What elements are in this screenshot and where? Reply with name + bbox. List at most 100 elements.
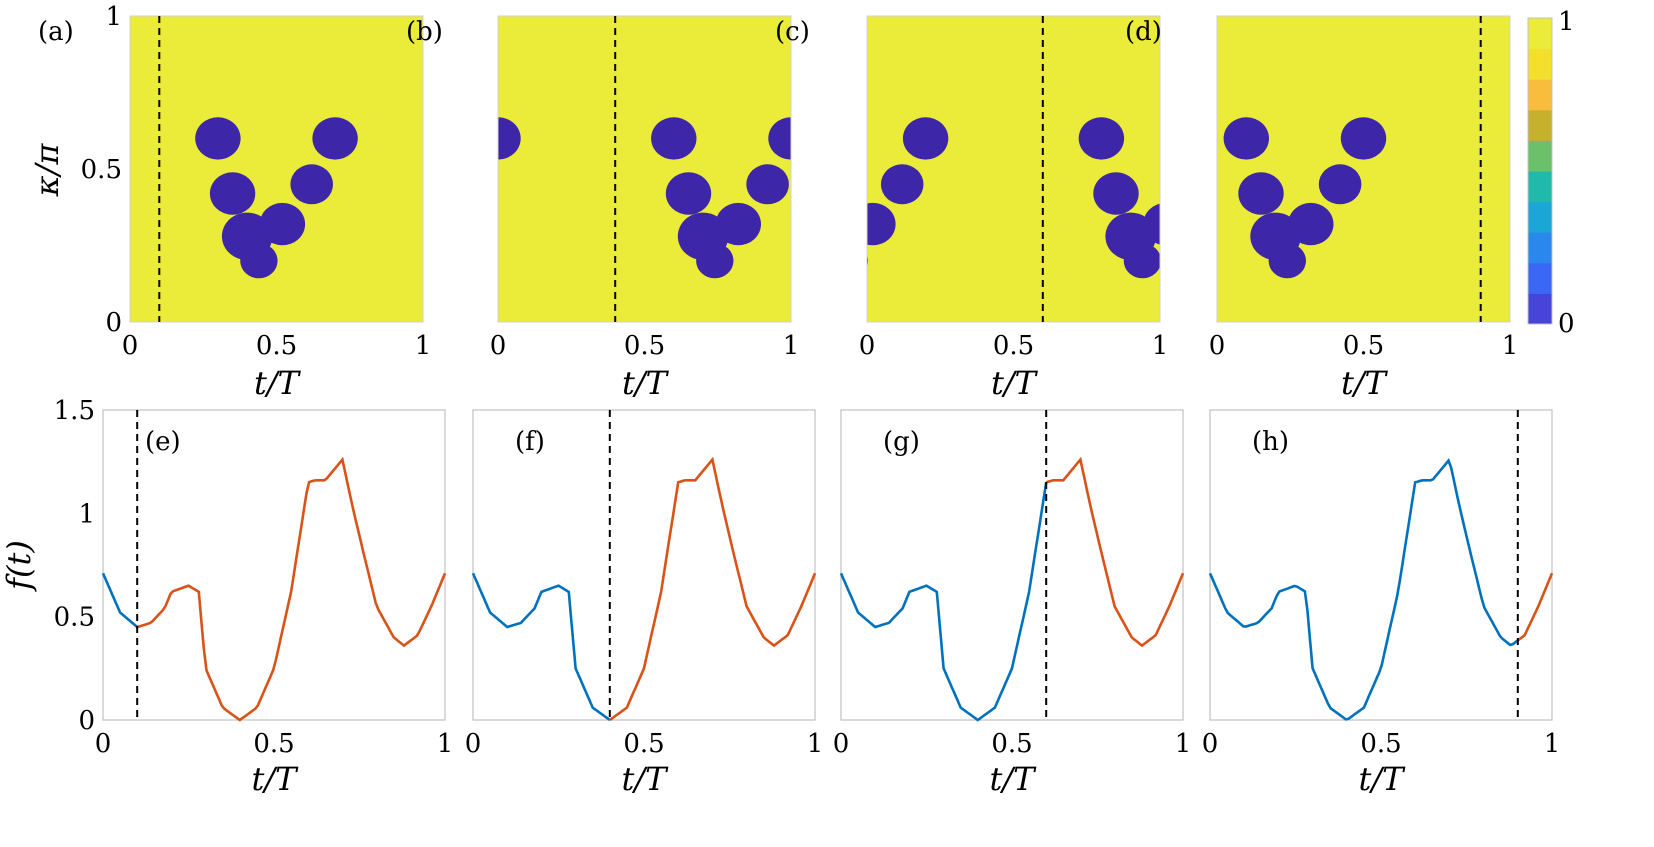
contour-band	[1589, 210, 1618, 237]
contour-band	[805, 177, 841, 211]
contour-band	[240, 243, 278, 279]
contour-band	[1563, 245, 1597, 277]
x-tick-label: 0	[833, 729, 850, 759]
contour-band	[0, 204, 11, 245]
panel-label: (b)	[406, 17, 443, 47]
contour-band	[802, 174, 844, 213]
contour-band	[431, 210, 460, 237]
contour-band	[1549, 218, 1588, 254]
contour-band	[786, 117, 831, 159]
contour-band	[0, 210, 4, 237]
x-tick-label: 0	[95, 729, 112, 759]
contour-band	[787, 118, 831, 159]
x-tick-label: 0	[490, 331, 507, 361]
panel-label: (f)	[515, 427, 545, 457]
x-axis-label: t/T	[1359, 760, 1407, 798]
contour-band	[665, 172, 712, 215]
colorbar-segment	[1528, 79, 1552, 111]
x-tick-label: 0.5	[993, 331, 1034, 361]
contour-band	[1586, 207, 1622, 241]
contour-band	[1176, 167, 1214, 202]
x-axis-label: t/T	[990, 760, 1038, 798]
contour-band	[1588, 210, 1619, 239]
heatmap-panels: (a) 0 0.5 1 t/T (b) 0 0.5 1 t/T (c) 0 0.5 1 t/T (d) 0 0.5…	[0, 2, 1654, 402]
line-panel-g: (g) 0 0.5 1 t/T	[833, 409, 1191, 798]
contour-band	[457, 168, 493, 202]
contour-band	[1177, 168, 1213, 202]
line-y-axis: 0 0.5 1 1.5 f(t)	[0, 396, 95, 736]
colorbar-segment	[1528, 171, 1552, 203]
contour-band	[834, 246, 865, 275]
contour-band	[808, 180, 837, 207]
panel-label: (g)	[883, 427, 920, 457]
x-tick-label: 0	[1202, 729, 1219, 759]
series-after-cut	[1517, 572, 1554, 642]
contour-band	[1547, 216, 1590, 256]
contour-band	[1180, 170, 1211, 199]
contour-band	[1223, 117, 1270, 160]
contour-band	[1581, 203, 1626, 245]
contour-band	[806, 177, 841, 209]
contour-band	[0, 205, 10, 244]
heatmap-frame	[1216, 15, 1511, 323]
x-axis-label: t/T	[252, 760, 300, 798]
x-tick-label: 1	[1544, 729, 1561, 759]
contour-band	[1639, 122, 1654, 154]
contour-band	[1637, 120, 1654, 157]
contour-band	[1546, 215, 1591, 257]
contour-band	[1143, 203, 1160, 245]
contour-band	[1643, 126, 1654, 152]
y-tick-label: 0.5	[81, 155, 122, 185]
contour-band	[290, 164, 334, 205]
x-axis-label: t/T	[622, 760, 670, 798]
contour-band	[867, 257, 868, 264]
x-tick-label: 0.5	[623, 729, 664, 759]
contour-band	[1618, 170, 1649, 199]
series-before-cut	[471, 572, 611, 722]
y-axis-label: κ/π	[28, 143, 66, 198]
contour-band	[1614, 167, 1652, 202]
x-tick-label: 0.5	[991, 729, 1032, 759]
contour-band	[259, 202, 306, 246]
contour-band	[1093, 172, 1139, 215]
heatmap-panel-c: (c) 0 0.5 1 t/T	[775, 15, 1215, 402]
contour-band	[812, 213, 863, 260]
contour-band	[1564, 245, 1597, 276]
x-tick-label: 1	[415, 331, 432, 361]
contour-band	[1617, 169, 1650, 199]
contour-band	[427, 207, 463, 241]
y-tick-label: 1	[105, 2, 122, 32]
contour-band	[902, 117, 949, 160]
contour-band	[458, 169, 491, 199]
contour-band	[833, 245, 866, 276]
contour-band	[867, 202, 896, 246]
contour-band	[1585, 206, 1623, 242]
contour-band	[1569, 250, 1592, 271]
contour-band	[1638, 121, 1654, 155]
contour-band	[1318, 164, 1362, 205]
y-tick-label: 1.5	[54, 396, 95, 426]
colorbar-segment	[1528, 201, 1552, 233]
contour-band	[0, 206, 9, 242]
contour-band	[1176, 166, 1215, 203]
contour-band	[0, 209, 6, 240]
contour-band	[800, 172, 845, 214]
contour-band	[1182, 171, 1209, 197]
heatmap-contours	[786, 117, 1215, 279]
heatmap-background	[130, 16, 423, 322]
colorbar: 10	[1527, 7, 1575, 339]
colorbar-segment	[1528, 48, 1552, 80]
contour-band	[1178, 168, 1212, 200]
contour-band	[1582, 204, 1626, 245]
contour-band	[651, 117, 697, 160]
heatmap-panel-d: (d) 0 0.5 1 t/T	[1125, 15, 1654, 402]
x-tick-label: 0	[1209, 331, 1226, 361]
contour-band	[837, 249, 863, 273]
x-tick-label: 0.5	[253, 729, 294, 759]
contour-band	[1568, 250, 1592, 272]
contour-band	[822, 222, 853, 251]
contour-band	[1587, 208, 1622, 240]
x-tick-label: 0.5	[1360, 729, 1401, 759]
panel-label: (h)	[1252, 427, 1289, 457]
